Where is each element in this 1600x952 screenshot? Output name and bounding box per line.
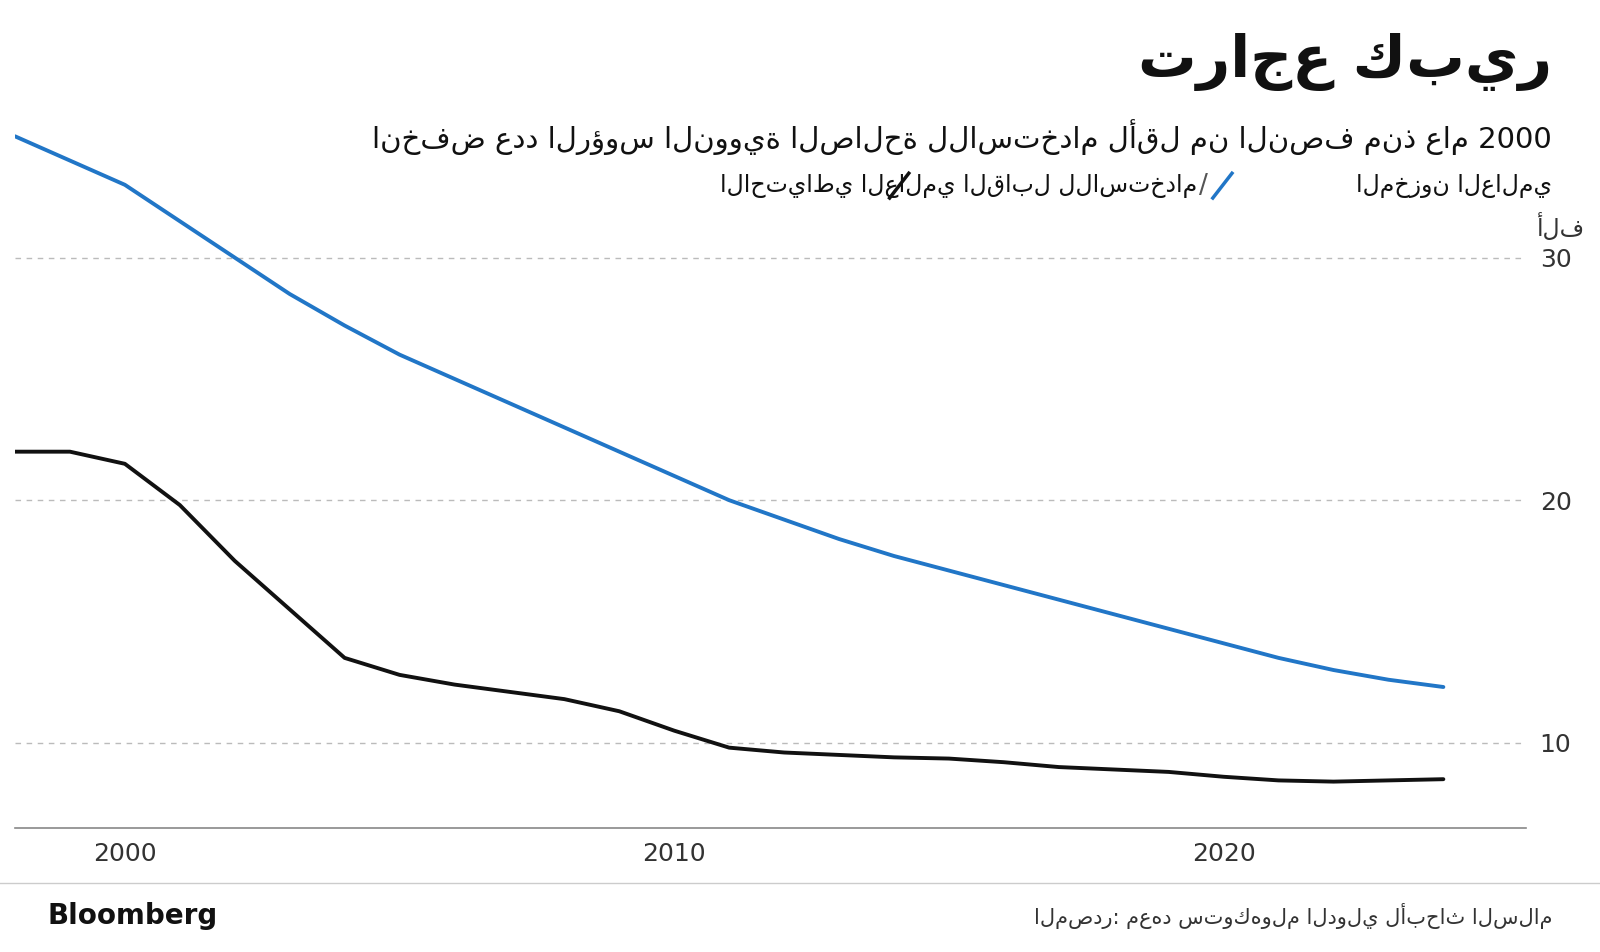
Text: انخفض عدد الرؤوس النووية الصالحة للاستخدام لأقل من النصف منذ عام 2000: انخفض عدد الرؤوس النووية الصالحة للاستخد… <box>373 119 1552 155</box>
Text: ألف: ألف <box>1538 213 1586 241</box>
Text: /: / <box>1198 172 1208 199</box>
Text: المصدر: معهد ستوكهولم الدولي لأبحاث السلام: المصدر: معهد ستوكهولم الدولي لأبحاث السل… <box>1034 902 1552 929</box>
Text: Bloomberg: Bloomberg <box>48 902 218 930</box>
Text: المخزون العالمي: المخزون العالمي <box>1357 173 1552 198</box>
Text: الاحتياطي العالمي القابل للاستخدام: الاحتياطي العالمي القابل للاستخدام <box>720 173 1197 198</box>
Text: تراجع كبير: تراجع كبير <box>1138 33 1552 91</box>
